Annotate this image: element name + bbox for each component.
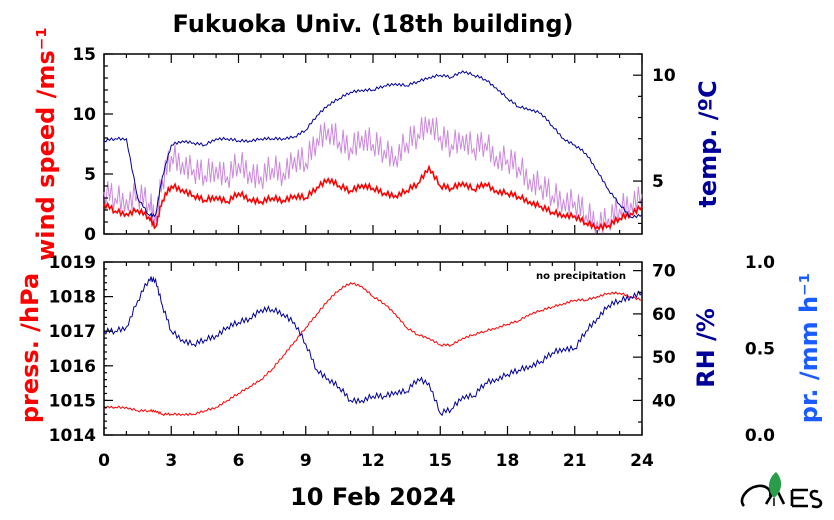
wind-axis-label: wind speed /ms⁻¹ [32,27,60,261]
pressure-tick-label: 1015 [49,391,96,411]
series-layer [103,70,643,417]
wind-tick-label: 5 [84,165,96,185]
temp-tick-label: 10 [652,66,676,86]
wind-speed-series-line [103,164,643,232]
rh-tick-label: 70 [652,262,676,282]
precip-tick-label: 0.0 [745,426,775,446]
institution-logo [740,472,823,509]
temp-axis-label: temp. /ºC [694,80,722,207]
wind-tick-label: 10 [72,105,96,125]
pressure-tick-label: 1014 [49,426,96,446]
temp-tick-label: 5 [652,172,664,192]
wind-gust-series-line [103,116,643,234]
rh-tick-label: 60 [652,305,676,325]
precip-axis-label: pr. /mm h⁻¹ [795,273,823,423]
x-tick-label: 12 [361,451,385,471]
rh-axis-label: RH /% [692,308,720,388]
x-tick-label: 9 [300,451,312,471]
precip-tick-label: 1.0 [745,253,775,273]
temperature-series-line [103,70,643,219]
x-tick-label: 6 [233,451,245,471]
rh-tick-label: 50 [652,348,676,368]
precip-tick-label: 0.5 [745,340,775,360]
x-tick-label: 15 [428,451,452,471]
x-tick-label: 21 [563,451,587,471]
rh-tick-label: 40 [652,391,676,411]
wind-tick-label: 15 [72,45,96,65]
x-tick-label: 3 [165,451,177,471]
pressure-axis-label: press. /hPa [16,273,44,423]
pressure-series-line [103,282,643,417]
pressure-tick-label: 1018 [49,288,96,308]
x-tick-label: 0 [98,451,110,471]
x-tick-label: 24 [630,451,654,471]
bottom-panel-frame [103,261,643,436]
chart-title: Fukuoka Univ. (18th building) [173,10,574,38]
wind-tick-label: 0 [84,225,96,245]
date-label: 10 Feb 2024 [290,483,456,511]
tick-layer: 0 3 6 9 12 15 18 21 2415105010510191018101710161… [49,45,775,471]
pressure-tick-label: 1019 [49,253,96,273]
pressure-tick-label: 1016 [49,357,96,377]
no-precipitation-note: no precipitation [536,271,626,282]
x-tick-label: 18 [496,451,520,471]
humidity-series-line [103,275,643,417]
pressure-tick-label: 1017 [49,322,96,342]
